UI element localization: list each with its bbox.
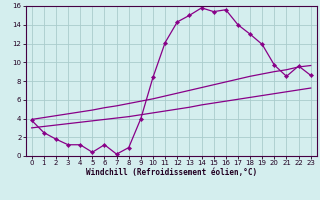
X-axis label: Windchill (Refroidissement éolien,°C): Windchill (Refroidissement éolien,°C) xyxy=(86,168,257,177)
